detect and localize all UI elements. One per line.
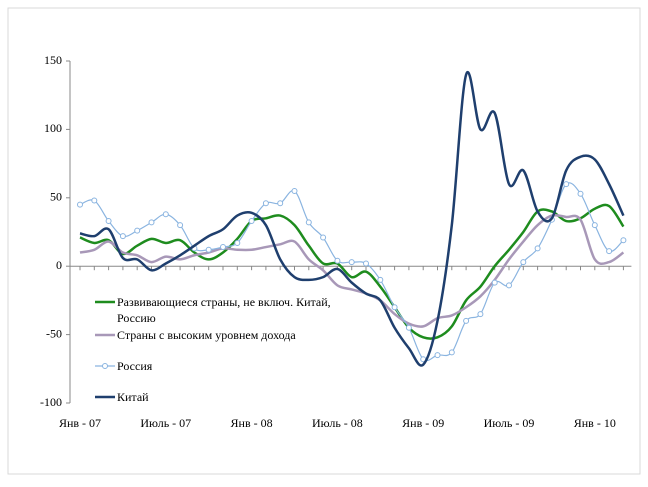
series-marker bbox=[448, 349, 455, 356]
series-marker bbox=[534, 245, 541, 252]
series-marker bbox=[105, 218, 112, 225]
series-marker bbox=[363, 260, 369, 267]
series-marker bbox=[477, 311, 484, 318]
legend-item: Страны с высоким уровнем дохода bbox=[117, 328, 296, 342]
series-marker bbox=[162, 211, 169, 218]
series-line bbox=[79, 70, 625, 367]
series-marker bbox=[334, 257, 341, 264]
series-marker bbox=[348, 259, 355, 266]
series-marker bbox=[148, 219, 155, 226]
legend-item: Китай bbox=[117, 390, 149, 404]
legend-label: Страны с высоким уровнем дохода bbox=[117, 328, 296, 342]
series-marker bbox=[277, 200, 284, 207]
series-marker bbox=[606, 248, 613, 255]
series-marker bbox=[491, 279, 498, 286]
series-marker bbox=[248, 218, 255, 225]
series-marker bbox=[320, 234, 327, 241]
series-line bbox=[79, 213, 625, 328]
y-tick-label: -100 bbox=[40, 395, 62, 409]
series-marker bbox=[591, 222, 598, 229]
legend-item: Россия bbox=[117, 359, 153, 373]
series-marker bbox=[119, 233, 126, 240]
series-marker bbox=[262, 200, 269, 207]
series-marker bbox=[134, 227, 141, 234]
series-marker bbox=[563, 181, 570, 188]
legend-item: Развивающиеся страны, не включ. Китай, Р… bbox=[117, 295, 331, 325]
y-tick-label: -50 bbox=[46, 326, 62, 340]
x-tick-label: Янв - 09 bbox=[402, 416, 444, 430]
series-marker bbox=[463, 317, 470, 324]
legend-label: Китай bbox=[117, 390, 149, 404]
series-marker bbox=[377, 276, 384, 283]
legend-label: Россия bbox=[117, 359, 153, 373]
series-marker bbox=[177, 222, 184, 229]
x-tick-label: Янв - 10 bbox=[574, 416, 616, 430]
x-tick-label: Июль - 07 bbox=[140, 416, 191, 430]
series-marker bbox=[405, 324, 412, 331]
series-marker bbox=[77, 201, 83, 208]
series-marker bbox=[620, 237, 627, 244]
series-marker bbox=[506, 282, 512, 289]
x-tick-label: Июль - 08 bbox=[312, 416, 363, 430]
series-marker bbox=[205, 246, 212, 253]
series-marker bbox=[391, 304, 398, 311]
y-tick-label: 150 bbox=[44, 53, 62, 67]
series-marker bbox=[434, 352, 441, 359]
legend-marker bbox=[102, 363, 108, 369]
series-marker bbox=[220, 244, 226, 251]
x-tick-label: Янв - 07 bbox=[59, 416, 101, 430]
series-marker bbox=[577, 190, 584, 197]
x-tick-label: Июль - 09 bbox=[484, 416, 535, 430]
series-marker bbox=[234, 239, 241, 246]
series-marker bbox=[520, 259, 527, 266]
series-line bbox=[79, 203, 625, 340]
x-tick-label: Янв - 08 bbox=[231, 416, 273, 430]
series-marker bbox=[291, 187, 298, 194]
legend-label: Развивающиеся страны, не включ. Китай, Р… bbox=[117, 295, 331, 325]
series-marker bbox=[91, 197, 98, 204]
y-tick-label: 100 bbox=[44, 121, 62, 135]
y-tick-label: 0 bbox=[56, 258, 62, 272]
series-marker bbox=[305, 219, 312, 226]
y-tick-label: 50 bbox=[50, 190, 62, 204]
